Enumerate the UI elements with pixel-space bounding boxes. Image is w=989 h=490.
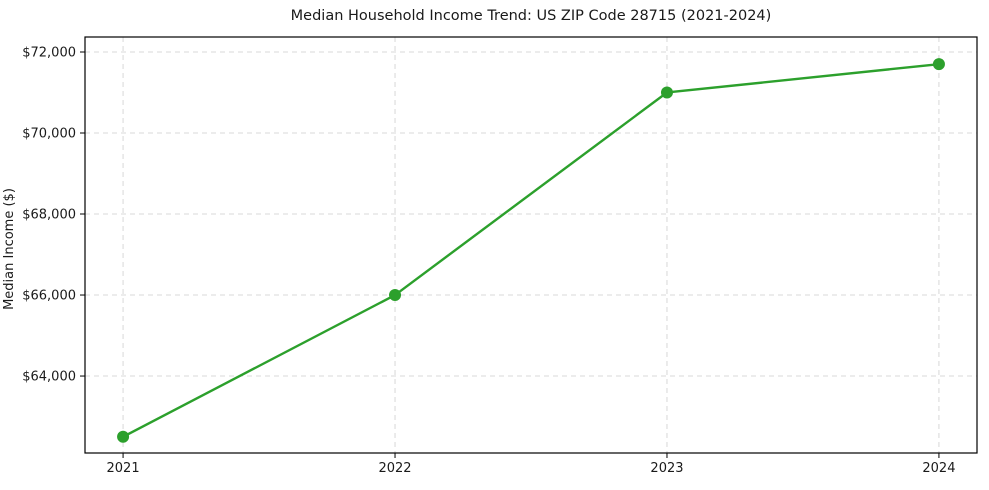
y-tick-label: $68,000 <box>22 208 76 223</box>
x-tick-label: 2021 <box>107 461 140 476</box>
data-point-2021 <box>117 430 130 443</box>
y-tick-label: $72,000 <box>22 45 76 60</box>
y-tick-label: $70,000 <box>22 127 76 142</box>
data-point-2023 <box>660 86 673 99</box>
y-tick-label: $66,000 <box>22 289 76 304</box>
x-tick-label: 2024 <box>922 461 955 476</box>
data-point-2024 <box>932 58 945 71</box>
data-point-2022 <box>389 289 402 302</box>
y-tick-label: $64,000 <box>22 370 76 385</box>
median-household-income-line <box>121 62 941 438</box>
plot-border <box>84 36 978 454</box>
chart-title: Median Household Income Trend: US ZIP Co… <box>290 8 772 24</box>
x-tick-label: 2022 <box>378 461 411 476</box>
x-tick-label: 2023 <box>650 461 683 476</box>
